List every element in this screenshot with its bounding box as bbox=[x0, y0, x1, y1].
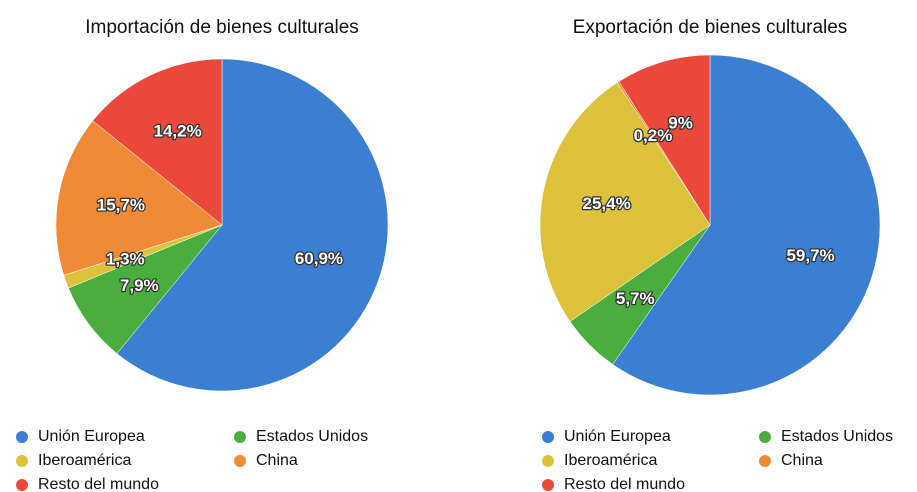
slice-label: 1,3% bbox=[106, 250, 145, 269]
slice-label: 7,9% bbox=[120, 276, 159, 295]
legend-swatch bbox=[759, 431, 771, 443]
pie-slice bbox=[55, 120, 223, 276]
legend-swatch bbox=[16, 479, 28, 491]
slice-label: 25,4% bbox=[582, 194, 630, 213]
slice-label: 0,2% bbox=[634, 126, 673, 145]
slice-label: 9% bbox=[668, 113, 693, 132]
slice-label: 59,7% bbox=[786, 246, 834, 265]
legend-label: China bbox=[781, 452, 823, 469]
legend-label: Unión Europea bbox=[38, 428, 145, 445]
legend-swatch bbox=[16, 431, 28, 443]
legend-label: Estados Unidos bbox=[781, 428, 893, 445]
legend-label: Estados Unidos bbox=[256, 428, 368, 445]
legend-label: Unión Europea bbox=[564, 428, 671, 445]
slice-label: 14,2% bbox=[153, 122, 201, 141]
pie-slice bbox=[612, 54, 881, 396]
slice-label: 60,9% bbox=[295, 249, 343, 268]
legend-swatch bbox=[16, 455, 28, 467]
legend-label: Resto del mundo bbox=[38, 476, 159, 492]
legend-label: Iberoamérica bbox=[564, 452, 657, 469]
legend-label: China bbox=[256, 452, 298, 469]
legend-swatch bbox=[542, 431, 554, 443]
pie-slice bbox=[618, 54, 711, 226]
legend-swatch bbox=[234, 455, 246, 467]
legend-swatch bbox=[542, 479, 554, 491]
legend-label: Resto del mundo bbox=[564, 476, 685, 492]
legend-swatch bbox=[234, 431, 246, 443]
legend-swatch bbox=[759, 455, 771, 467]
legend-swatch bbox=[542, 455, 554, 467]
slice-label: 5,7% bbox=[616, 289, 655, 308]
pie-slice bbox=[539, 82, 711, 322]
slice-label: 15,7% bbox=[97, 196, 145, 215]
pie-slice bbox=[92, 58, 223, 226]
pie-slice bbox=[116, 58, 389, 392]
chart-title: Importación de bienes culturales bbox=[85, 17, 359, 38]
legend-label: Iberoamérica bbox=[38, 452, 131, 469]
chart-title: Exportación de bienes culturales bbox=[573, 17, 848, 38]
